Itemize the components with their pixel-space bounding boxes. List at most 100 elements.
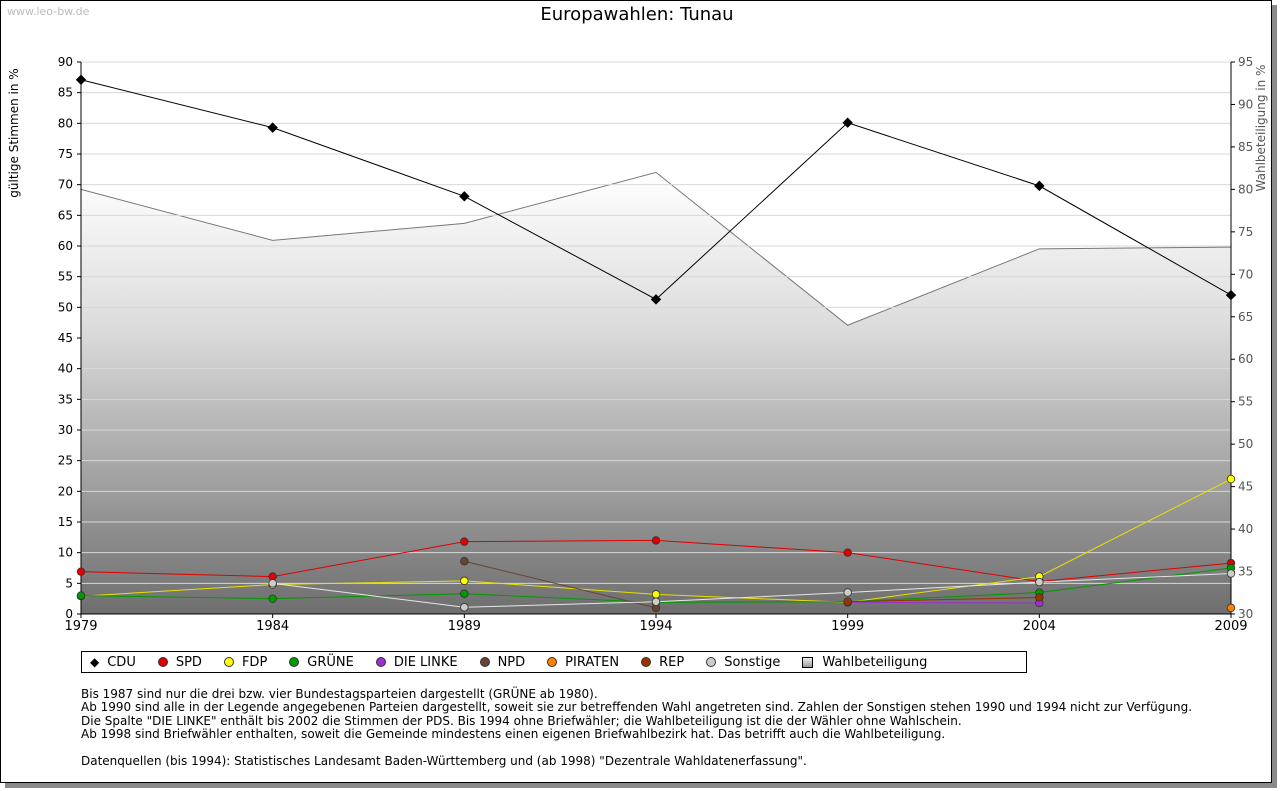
y-tick-label: 30	[58, 423, 73, 437]
legend-label: GRÜNE	[307, 654, 354, 670]
y2-axis-label: Wahlbeteiligung in %	[1254, 65, 1268, 192]
legend-item-wahlbeteiligung: Wahlbeteiligung	[802, 655, 941, 670]
legend-marker-circle-icon	[375, 657, 386, 667]
y2-tick-label: 70	[1238, 267, 1253, 281]
y-axis-label: gültige Stimmen in %	[7, 68, 21, 197]
legend-marker-circle-icon	[547, 657, 558, 667]
point-gr-ne	[460, 589, 469, 598]
y-tick-label: 75	[58, 147, 73, 161]
legend-marker-diamond-icon: ◆	[90, 655, 100, 669]
legend-marker-circle-icon	[289, 657, 300, 667]
legend-item-fdp: FDP	[223, 654, 281, 670]
legend-label: DIE LINKE	[393, 654, 458, 670]
series-line-sonstige	[272, 573, 1232, 608]
notes: Bis 1987 sind nur die drei bzw. vier Bun…	[81, 687, 1192, 769]
point-fdp	[1226, 474, 1236, 484]
chart-title: Europawahlen: Tunau	[540, 4, 734, 25]
legend-label: PIRATEN	[565, 654, 620, 670]
y2-tick-label: 55	[1238, 395, 1253, 409]
y2-tick-label: 60	[1238, 352, 1253, 366]
point-spd	[460, 537, 469, 546]
legend-item-cdu: ◆ CDU	[90, 655, 150, 670]
y-tick-label: 35	[58, 392, 73, 406]
x-tick-label: 1989	[448, 619, 481, 634]
point-fdp	[651, 590, 661, 599]
x-tick-label: 1999	[831, 619, 864, 634]
legend-item-rep: REP	[641, 655, 698, 670]
legend-marker-square-icon	[802, 656, 814, 668]
legend-label: NPD	[497, 654, 526, 670]
turnout-line	[80, 171, 1232, 326]
note-line: Die Spalte "DIE LINKE" enthält bis 2002 …	[81, 713, 962, 728]
series-line-rep	[847, 596, 1040, 603]
point-cdu	[75, 74, 87, 85]
y2-tick-label: 85	[1238, 140, 1253, 154]
point-sonstige	[651, 597, 661, 606]
point-rep	[1035, 593, 1044, 602]
y-tick-label: 50	[58, 300, 73, 314]
legend-label: REP	[659, 654, 685, 670]
y2-tick-label: 45	[1238, 480, 1253, 494]
note-line	[81, 742, 1192, 755]
legend-marker-circle-icon	[223, 657, 234, 667]
y2-tick-label: 40	[1238, 522, 1253, 536]
y-tick-label: 15	[58, 515, 73, 529]
y-tick-label: 25	[58, 454, 73, 468]
y2-tick-label: 80	[1238, 182, 1253, 196]
y-tick-label: 90	[58, 55, 73, 69]
legend-label: Sonstige	[724, 654, 781, 670]
y-tick-label: 5	[65, 576, 73, 590]
point-cdu	[1225, 289, 1237, 301]
point-piraten	[1226, 603, 1236, 613]
point-sonstige	[1035, 577, 1044, 587]
legend-item-die-linke: DIE LINKE	[375, 654, 472, 670]
y2-tick-label: 30	[1238, 607, 1253, 621]
series-line-die-linke	[847, 601, 1040, 604]
y2-tick-label: 50	[1238, 437, 1253, 451]
legend-item-gr-ne: GRÜNE	[289, 655, 368, 670]
y2-tick-label: 65	[1238, 310, 1253, 324]
legend-marker-circle-icon	[641, 657, 652, 667]
y-tick-label: 70	[58, 178, 73, 192]
y-tick-label: 45	[58, 331, 73, 345]
point-npd	[460, 557, 469, 566]
turnout-area	[81, 172, 1231, 614]
y-tick-label: 40	[58, 362, 73, 376]
y-tick-label: 55	[58, 270, 73, 284]
legend-label: FDP	[241, 654, 268, 670]
y2-tick-label: 75	[1238, 225, 1253, 239]
legend-item-piraten: PIRATEN	[547, 655, 633, 670]
x-tick-label: 1984	[256, 619, 289, 634]
x-tick-label: 2004	[1023, 619, 1056, 634]
point-rep	[843, 597, 852, 606]
y-tick-label: 0	[65, 607, 73, 621]
legend-marker-circle-icon	[479, 657, 490, 667]
legend-item-npd: NPD	[479, 654, 540, 670]
watermark: www.leo-bw.de	[7, 5, 90, 18]
note-line: Datenquellen (bis 1994): Statistisches L…	[81, 754, 807, 769]
legend-item-sonstige: Sonstige	[706, 655, 794, 670]
point-cdu	[650, 294, 662, 305]
x-tick-label: 1979	[64, 619, 97, 634]
legend-item-spd: SPD	[157, 655, 216, 670]
y2-tick-label: 90	[1238, 97, 1253, 111]
y-tick-label: 10	[58, 546, 73, 560]
point-cdu	[842, 117, 853, 128]
y-tick-label: 20	[58, 484, 73, 498]
point-sonstige	[268, 579, 277, 588]
point-spd	[76, 567, 86, 576]
legend-marker-circle-icon	[706, 657, 717, 667]
legend: ◆ CDU SPD FDP GRÜNE DIE LINKE NPD PIRATEN REP Son…	[81, 651, 1027, 673]
y2-tick-label: 95	[1238, 55, 1253, 69]
point-cdu	[459, 191, 470, 202]
x-tick-label: 1994	[639, 619, 672, 634]
line-chart: 0 5 10 15 20 25 30 35 40 45 50 55 60 65 70 75 80 85 90 30 35…	[7, 55, 1268, 634]
point-sonstige	[460, 603, 469, 612]
point-sonstige	[843, 588, 852, 597]
legend-marker-circle-icon	[157, 657, 168, 667]
x-tick-label: 2009	[1214, 619, 1247, 634]
y-tick-label: 65	[58, 208, 73, 222]
y-tick-label: 60	[58, 239, 73, 253]
y-tick-label: 85	[58, 86, 73, 100]
